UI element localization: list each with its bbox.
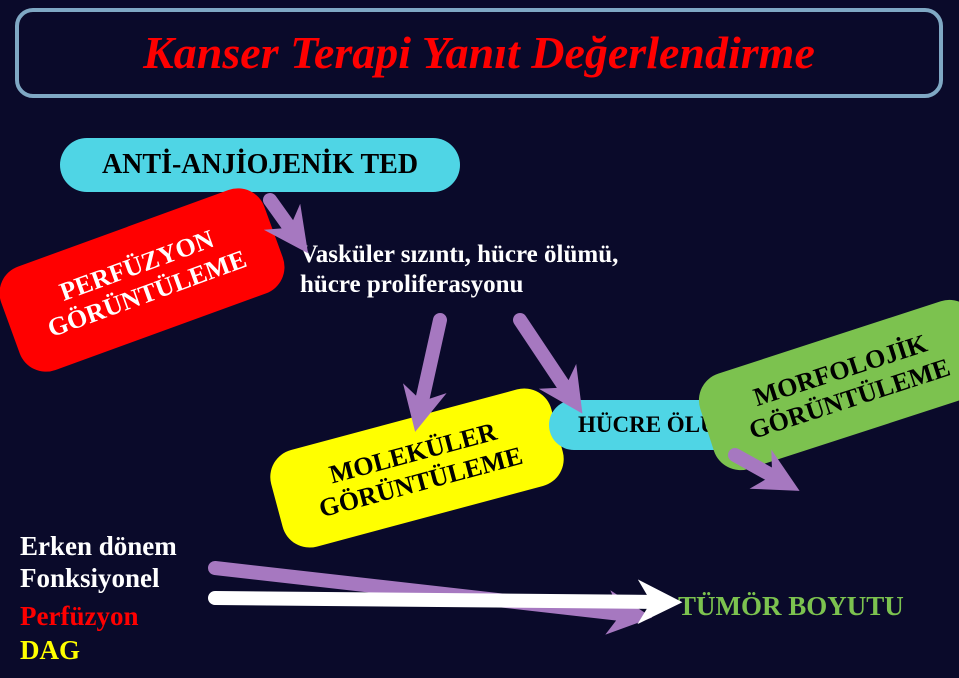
arrow-4 — [215, 568, 630, 615]
arrow-1 — [420, 320, 440, 410]
arrow-5 — [215, 598, 660, 602]
node-morf: MORFOLOJİK GÖRÜNTÜLEME — [692, 293, 959, 478]
label-erken: Erken dönem Fonksiyonel — [20, 530, 177, 595]
node-title: Kanser Terapi Yanıt Değerlendirme — [15, 8, 943, 98]
node-anti: ANTİ-ANJİOJENİK TED — [60, 138, 460, 192]
label-tumor: TÜMÖR BOYUTU — [678, 590, 904, 622]
arrow-2 — [520, 320, 570, 395]
arrow-0 — [270, 200, 295, 235]
label-perflabel: Perfüzyon — [20, 600, 138, 632]
label-dag: DAG — [20, 634, 80, 666]
diagram-stage: Kanser Terapi Yanıt Değerlendirme ANTİ-AN… — [0, 0, 959, 678]
node-molek: MOLEKÜLER GÖRÜNTÜLEME — [264, 382, 570, 554]
node-perf: PERFÜZYON GÖRÜNTÜLEME — [0, 180, 292, 379]
label-vask: Vasküler sızıntı, hücre ölümü, hücre pro… — [300, 240, 618, 300]
